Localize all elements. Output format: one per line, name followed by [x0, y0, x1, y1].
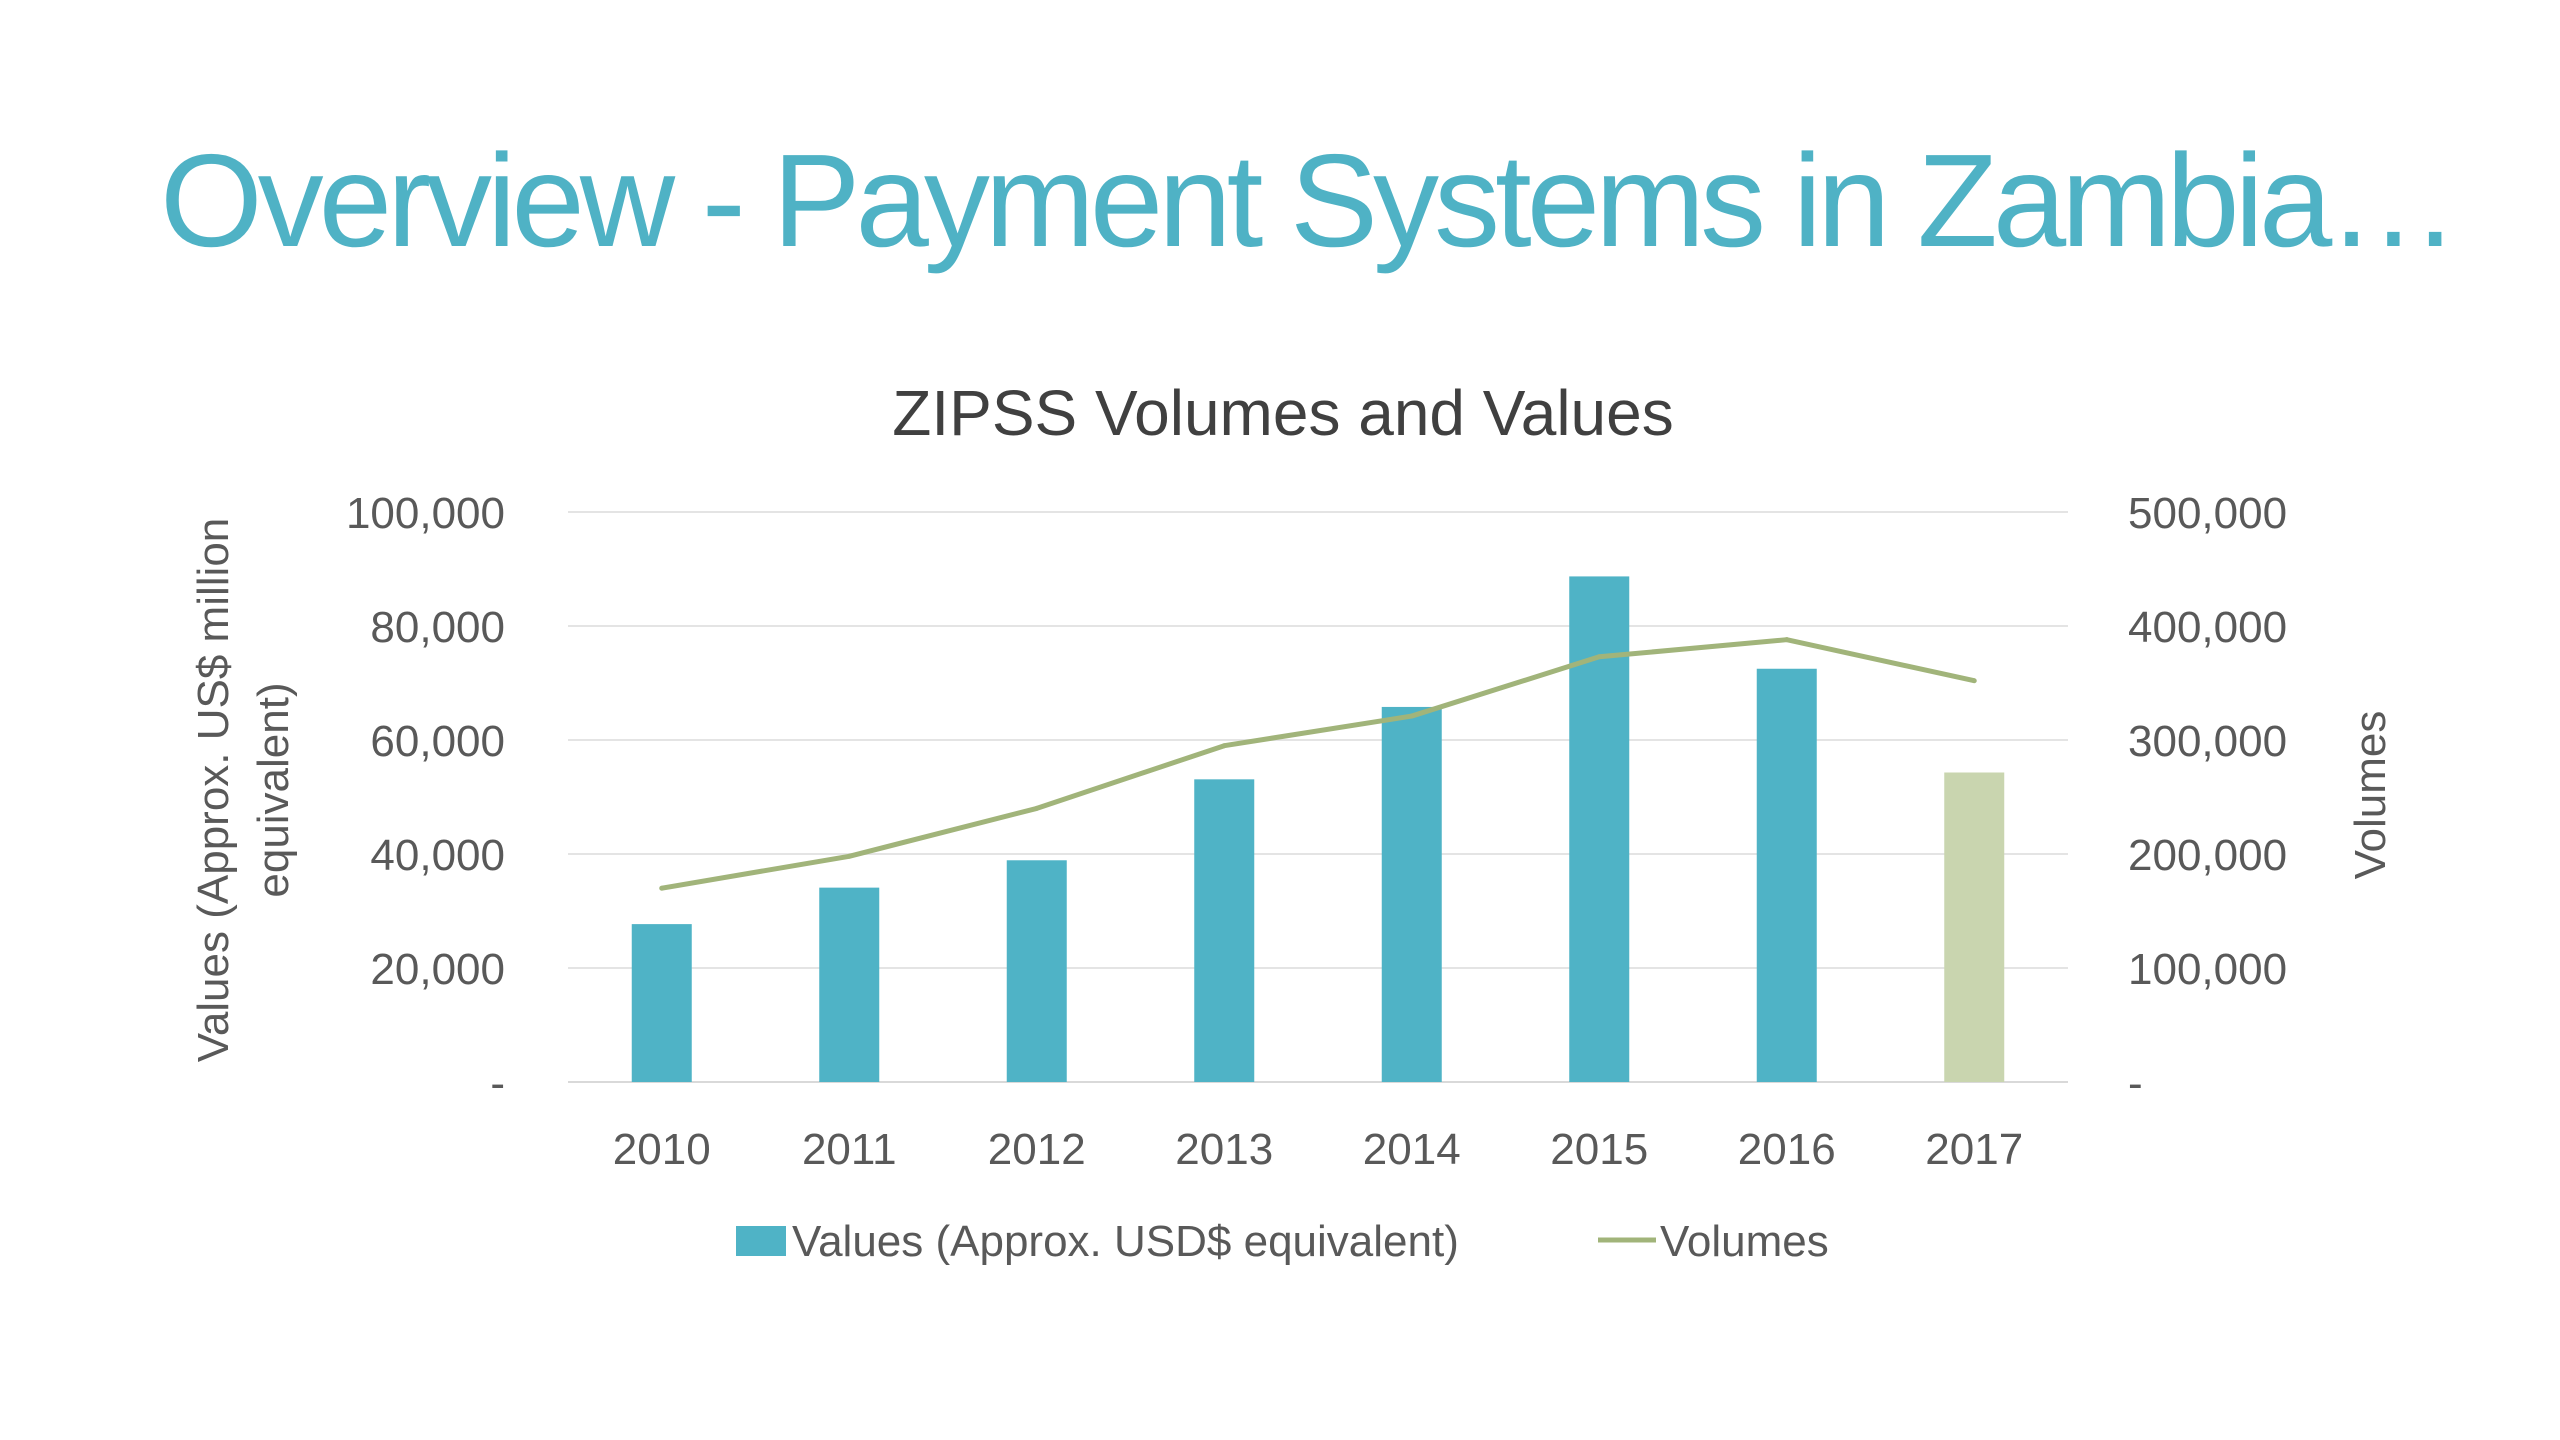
volumes-point-2012: [1034, 805, 1040, 811]
legend: Values (Approx. USD$ equivalent) Volumes: [736, 1217, 1829, 1266]
right-tick-label: 400,000: [2128, 603, 2287, 652]
volumes-point-2010: [659, 885, 665, 891]
volumes-point-2016: [1784, 637, 1790, 643]
volumes-point-2014: [1409, 713, 1415, 719]
right-tick-label: 200,000: [2128, 831, 2287, 880]
left-tick-label: 100,000: [346, 489, 505, 538]
right-axis-ticks: - 100,000 200,000 300,000 400,000 500,000: [2128, 489, 2287, 1108]
right-tick-label: -: [2128, 1059, 2143, 1108]
chart-title: ZIPSS Volumes and Values: [892, 377, 1673, 449]
x-tick-label: 2012: [988, 1125, 1086, 1174]
right-tick-label: 300,000: [2128, 717, 2287, 766]
x-tick-label: 2016: [1738, 1125, 1836, 1174]
left-axis-label: Values (Approx. US$ million equivalent): [189, 518, 298, 1063]
legend-values-label: Values (Approx. USD$ equivalent): [792, 1217, 1459, 1266]
left-axis-label-line-1: Values (Approx. US$ million: [189, 518, 238, 1063]
bar-2011: [819, 887, 880, 1082]
right-tick-label: 100,000: [2128, 945, 2287, 994]
bar-2010: [631, 924, 692, 1082]
volumes-point-2015: [1596, 654, 1602, 660]
bar-2013: [1194, 779, 1255, 1082]
left-tick-label: 20,000: [370, 945, 505, 994]
x-axis-ticks: 2010 2011 2012 2013 2014 2015 2016 2017: [613, 1125, 2023, 1174]
bar-2012: [1006, 860, 1067, 1082]
bar-2016: [1756, 668, 1817, 1082]
bar-2015: [1569, 576, 1630, 1082]
legend-volumes-label: Volumes: [1660, 1217, 1829, 1266]
slide-title: Overview - Payment Systems in Zambia…: [160, 127, 2459, 274]
volumes-point-2017: [1971, 678, 1977, 684]
gridlines: [568, 511, 2068, 1083]
volumes-line: [661, 637, 1975, 891]
x-tick-label: 2017: [1925, 1125, 2023, 1174]
left-tick-label: 40,000: [370, 831, 505, 880]
bar-2017: [1944, 772, 2005, 1082]
left-axis-label-line-2: equivalent): [249, 682, 298, 897]
x-tick-label: 2014: [1363, 1125, 1461, 1174]
x-tick-label: 2011: [802, 1125, 897, 1174]
left-tick-label: -: [490, 1059, 505, 1108]
x-tick-label: 2013: [1175, 1125, 1273, 1174]
right-tick-label: 500,000: [2128, 489, 2287, 538]
volumes-point-2011: [846, 853, 852, 859]
left-axis-ticks: - 20,000 40,000 60,000 80,000 100,000: [346, 489, 505, 1108]
x-tick-label: 2015: [1550, 1125, 1648, 1174]
left-tick-label: 60,000: [370, 717, 505, 766]
legend-values-swatch: [736, 1226, 786, 1256]
right-axis-label: Volumes: [2346, 711, 2395, 880]
bar-series: [631, 576, 2005, 1082]
x-tick-label: 2010: [613, 1125, 711, 1174]
left-tick-label: 80,000: [370, 603, 505, 652]
line-series: [659, 637, 1977, 891]
volumes-point-2013: [1221, 743, 1227, 749]
bar-2014: [1381, 706, 1442, 1082]
